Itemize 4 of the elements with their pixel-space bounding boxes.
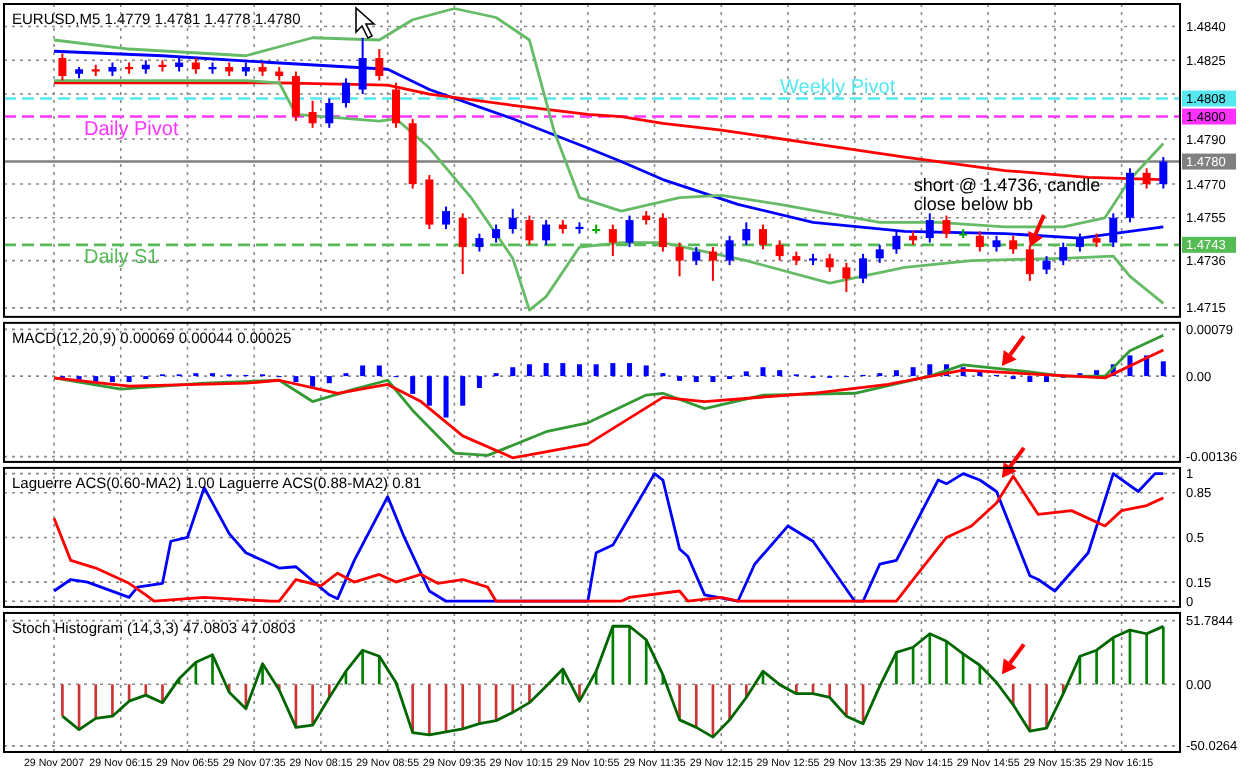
- annotation: short @ 1.4736, candle close below bb: [913, 175, 1101, 215]
- ref-line-label: Daily S1: [84, 246, 160, 269]
- ref-line-label: Weekly Pivot: [780, 76, 896, 99]
- ref-line-label: Daily Pivot: [84, 118, 179, 141]
